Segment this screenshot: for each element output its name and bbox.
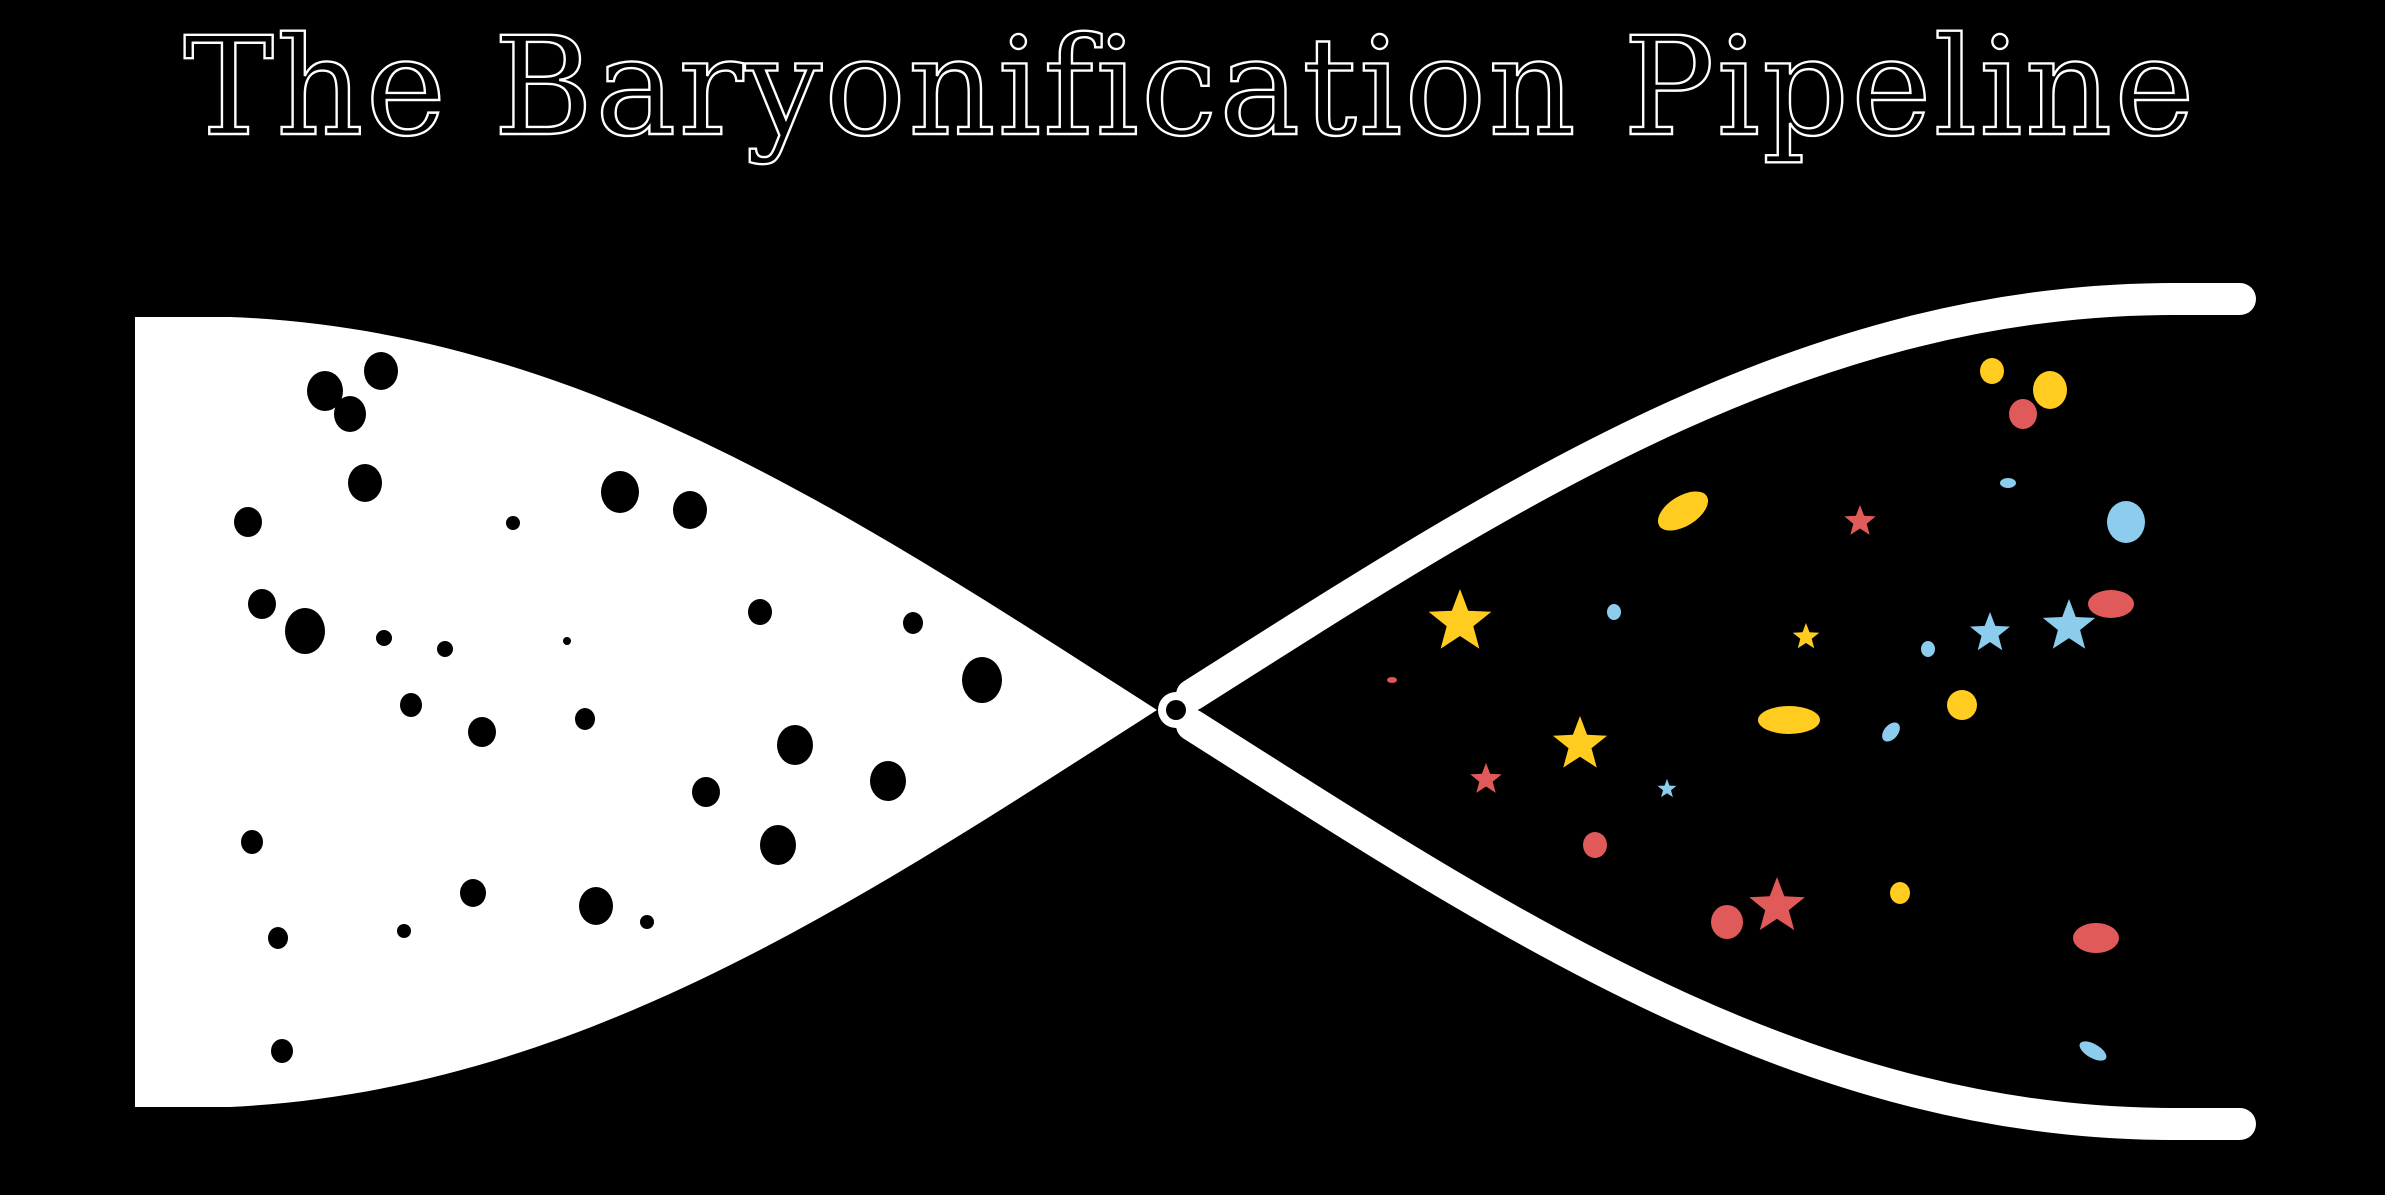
galaxy-ellipse-icon [2079, 1041, 2107, 1061]
galaxy-ellipse-icon [2088, 590, 2134, 618]
galaxy-ellipse-icon [2107, 501, 2145, 543]
galaxy-ellipse-icon [1890, 882, 1910, 904]
right-funnel-upper-wall [1176, 283, 2256, 711]
star-icon [2042, 599, 2096, 649]
dark-matter-particle [234, 507, 262, 537]
left-funnel [135, 317, 1157, 1107]
dark-matter-particle [563, 637, 571, 645]
star-icon [1792, 623, 1820, 649]
dark-matter-particle [506, 516, 520, 530]
galaxy-ellipse-icon [1583, 832, 1607, 858]
galaxy-ellipse-icon [2033, 371, 2067, 409]
dark-matter-particle [579, 887, 613, 925]
galaxy-ellipse-icon [1607, 604, 1621, 620]
dark-matter-particle [870, 761, 906, 801]
galaxy-ellipse-icon [1387, 677, 1397, 683]
dark-matter-particle [364, 352, 398, 390]
star-icon [1428, 589, 1492, 649]
dark-matter-particles [234, 352, 1002, 1063]
galaxy-ellipse-icon [1758, 706, 1820, 734]
star-icon [1470, 763, 1502, 793]
diagram-title: The Baryonification Pipeline [183, 9, 2196, 167]
dark-matter-particle [241, 830, 263, 854]
dark-matter-particle [307, 371, 343, 411]
star-icon [1552, 716, 1608, 768]
dark-matter-particle [962, 657, 1002, 703]
dark-matter-particle [640, 915, 654, 929]
dark-matter-particle [601, 471, 639, 513]
star-icon [1749, 877, 1805, 931]
star-icon [1970, 612, 2010, 651]
galaxy-ellipse-icon [1947, 690, 1977, 720]
dark-matter-particle [575, 708, 595, 730]
right-funnel [1158, 283, 2256, 1140]
dark-matter-particle [468, 717, 496, 747]
dark-matter-particle [777, 725, 813, 765]
galaxy-ellipse-icon [1921, 641, 1935, 657]
dark-matter-particle [903, 612, 923, 634]
galaxy-ellipse-icon [2073, 923, 2119, 953]
dark-matter-particle [397, 924, 411, 938]
dark-matter-particle [248, 589, 276, 619]
baryonic-tracers [1387, 358, 2145, 1061]
galaxy-ellipse-icon [1711, 905, 1743, 939]
right-funnel-lower-wall [1176, 709, 2256, 1140]
star-icon [1657, 779, 1677, 798]
dark-matter-particle [692, 777, 720, 807]
dark-matter-particle [460, 879, 486, 907]
dark-matter-particle [748, 599, 772, 625]
dark-matter-particle [376, 630, 392, 646]
galaxy-ellipse-icon [1882, 722, 1900, 742]
galaxy-ellipse-icon [2000, 478, 2016, 488]
dark-matter-particle [334, 396, 366, 432]
galaxy-ellipse-icon [1657, 491, 1709, 531]
funnel-neck-hole [1166, 700, 1186, 720]
dark-matter-particle [673, 491, 707, 529]
galaxy-ellipse-icon [1980, 358, 2004, 384]
dark-matter-particle [760, 825, 796, 865]
dark-matter-particle [348, 464, 382, 502]
dark-matter-particle [437, 641, 453, 657]
dark-matter-particle [400, 693, 422, 717]
dark-matter-particle [271, 1039, 293, 1063]
dark-matter-particle [285, 608, 325, 654]
dark-matter-particle [268, 927, 288, 949]
galaxy-ellipse-icon [2009, 399, 2037, 429]
star-icon [1844, 505, 1876, 535]
